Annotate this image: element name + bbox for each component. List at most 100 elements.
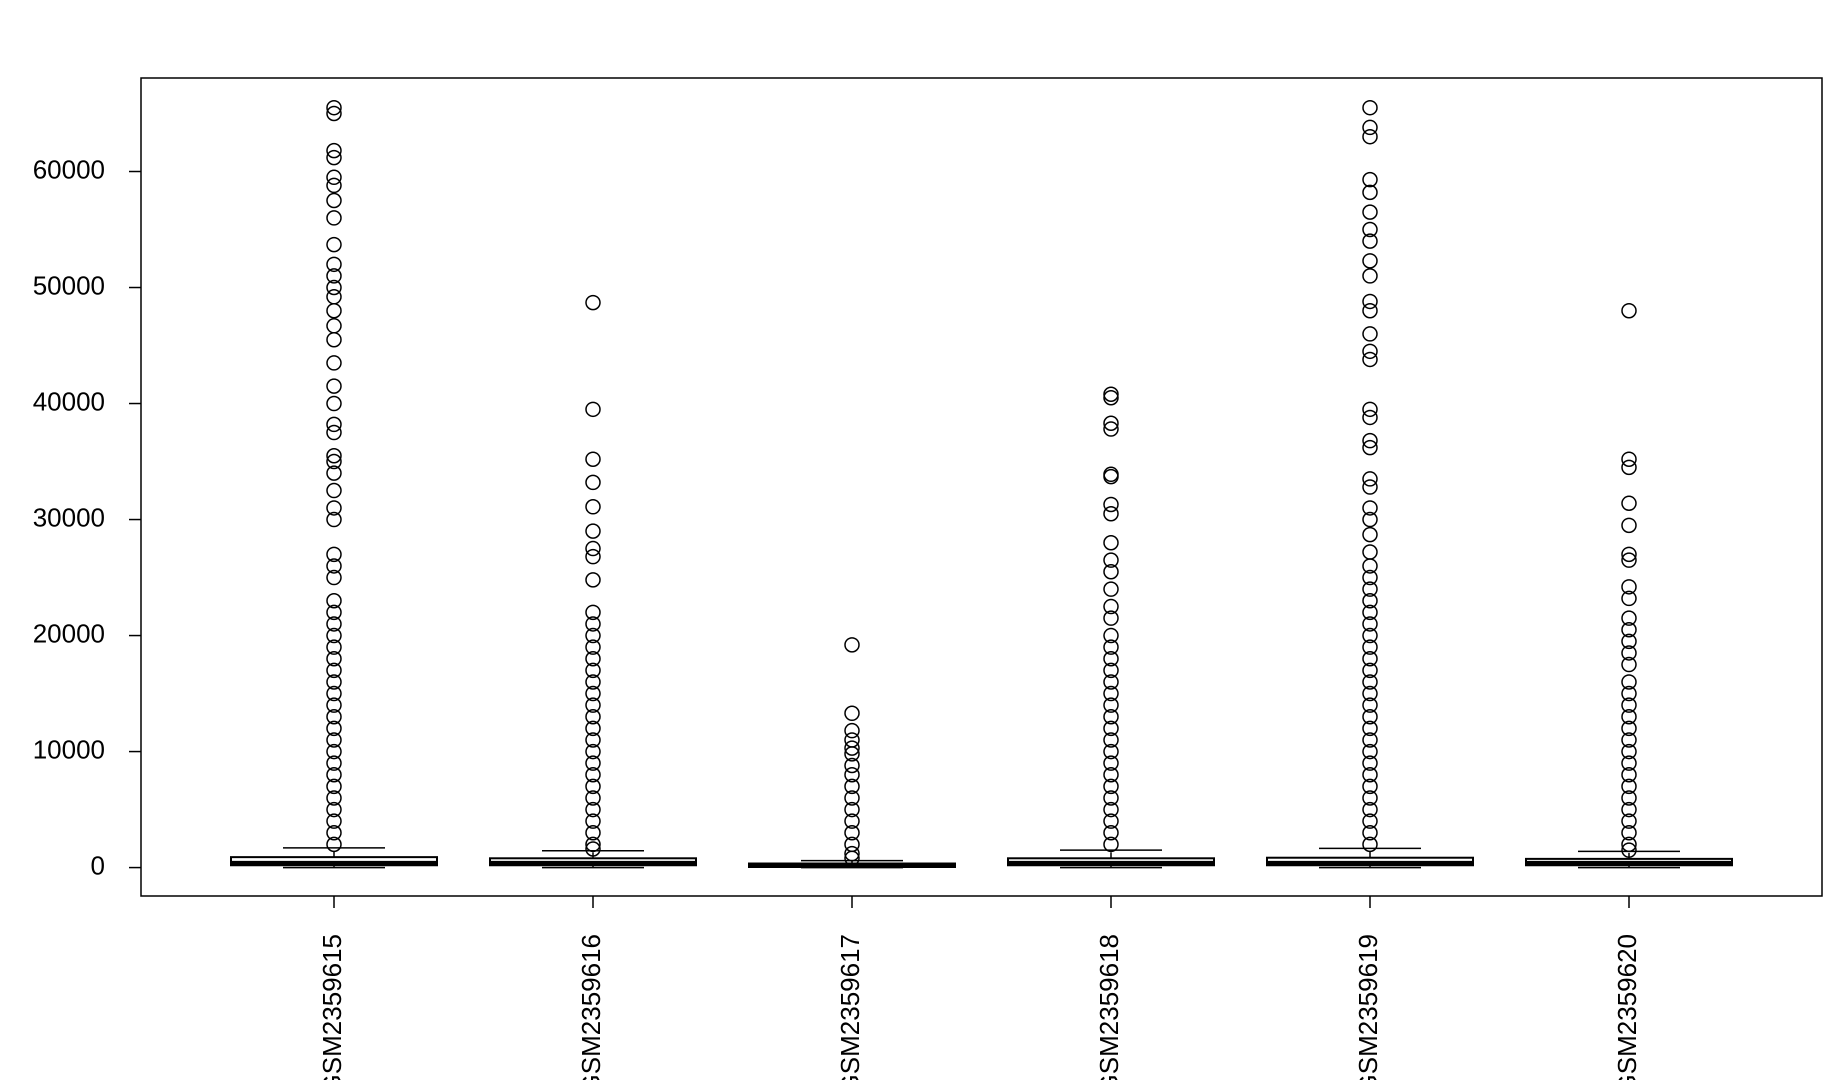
- outlier: [585, 801, 601, 818]
- outlier: [1103, 552, 1119, 568]
- outlier: [1103, 836, 1119, 853]
- outlier: [326, 616, 342, 632]
- outlier: [1362, 732, 1378, 748]
- outlier: [585, 401, 601, 418]
- outlier: [326, 99, 342, 116]
- outlier: [1362, 293, 1378, 310]
- outlier: [1362, 778, 1378, 795]
- outlier: [326, 662, 342, 679]
- outlier: [326, 416, 342, 433]
- outlier: [1362, 685, 1378, 702]
- outlier: [1362, 500, 1378, 516]
- outlier: [1103, 389, 1119, 406]
- outlier: [1621, 633, 1637, 650]
- outlier: [1362, 343, 1378, 360]
- outlier: [1362, 302, 1378, 319]
- outlier: [326, 453, 342, 470]
- outlier: [326, 836, 342, 853]
- outlier: [1621, 813, 1637, 829]
- outlier: [326, 395, 342, 412]
- outlier: [1362, 616, 1378, 632]
- outlier: [326, 546, 342, 563]
- outlier: [1362, 755, 1378, 771]
- outlier: [1362, 592, 1378, 609]
- outlier: [1621, 767, 1637, 783]
- outlier: [844, 732, 860, 748]
- outlier: [326, 709, 342, 725]
- outlier: [1103, 790, 1119, 806]
- outlier: [1621, 836, 1637, 853]
- outlier: [326, 720, 342, 737]
- outlier: [326, 355, 342, 371]
- outlier: [1362, 439, 1378, 456]
- outlier: [585, 662, 601, 679]
- outlier: [844, 767, 860, 783]
- outlier: [326, 149, 342, 166]
- y-tick-label: 60000: [33, 154, 105, 184]
- outlier: [326, 279, 342, 296]
- outlier: [1621, 546, 1637, 563]
- outlier: [1362, 743, 1378, 760]
- outlier: [326, 790, 342, 806]
- outlier: [585, 743, 601, 760]
- outlier: [1362, 184, 1378, 201]
- outlier: [585, 778, 601, 795]
- outlier: [1362, 409, 1378, 426]
- outlier: [585, 813, 601, 829]
- outlier: [1103, 801, 1119, 818]
- outlier: [1362, 790, 1378, 806]
- plot-frame: [140, 77, 1823, 897]
- outlier: [1362, 767, 1378, 783]
- outlier: [1621, 755, 1637, 771]
- outlier: [326, 142, 342, 159]
- x-tick-label: GSM2359615: [317, 934, 347, 1080]
- outlier: [1621, 302, 1637, 319]
- outlier: [326, 192, 342, 209]
- outlier: [326, 569, 342, 586]
- outlier: [585, 548, 601, 565]
- outlier: [326, 177, 342, 194]
- outlier: [1621, 743, 1637, 760]
- outlier: [326, 743, 342, 760]
- outlier: [585, 697, 601, 713]
- outlier: [585, 767, 601, 783]
- outlier: [585, 474, 601, 491]
- outlier: [1362, 351, 1378, 368]
- outlier: [1621, 685, 1637, 702]
- outlier: [585, 841, 601, 857]
- outlier: [326, 169, 342, 186]
- outlier: [326, 256, 342, 273]
- outlier: [1362, 825, 1378, 841]
- outlier: [1621, 495, 1637, 512]
- outlier: [326, 511, 342, 528]
- outlier: [1103, 534, 1119, 551]
- outlier: [1621, 590, 1637, 607]
- outlier: [326, 236, 342, 253]
- outlier: [1362, 233, 1378, 249]
- outlier: [1103, 825, 1119, 841]
- y-tick-label: 0: [91, 850, 105, 880]
- outlier: [1103, 581, 1119, 597]
- outlier: [326, 331, 342, 348]
- outlier: [1362, 813, 1378, 829]
- outlier: [1362, 627, 1378, 644]
- outlier: [1621, 720, 1637, 737]
- outlier: [1362, 801, 1378, 818]
- outlier: [1103, 598, 1119, 615]
- outlier: [844, 722, 860, 739]
- outlier: [1362, 569, 1378, 586]
- outlier: [326, 674, 342, 690]
- outlier: [326, 378, 342, 394]
- outlier: [1103, 496, 1119, 513]
- outlier: [1103, 563, 1119, 580]
- x-tick-label: GSM2359618: [1094, 934, 1124, 1080]
- outlier: [844, 757, 860, 774]
- outlier: [844, 740, 860, 756]
- outlier: [1103, 685, 1119, 702]
- outlier: [1362, 128, 1378, 145]
- outlier: [1362, 99, 1378, 116]
- outlier: [326, 268, 342, 284]
- outlier: [326, 813, 342, 829]
- outlier: [1103, 755, 1119, 771]
